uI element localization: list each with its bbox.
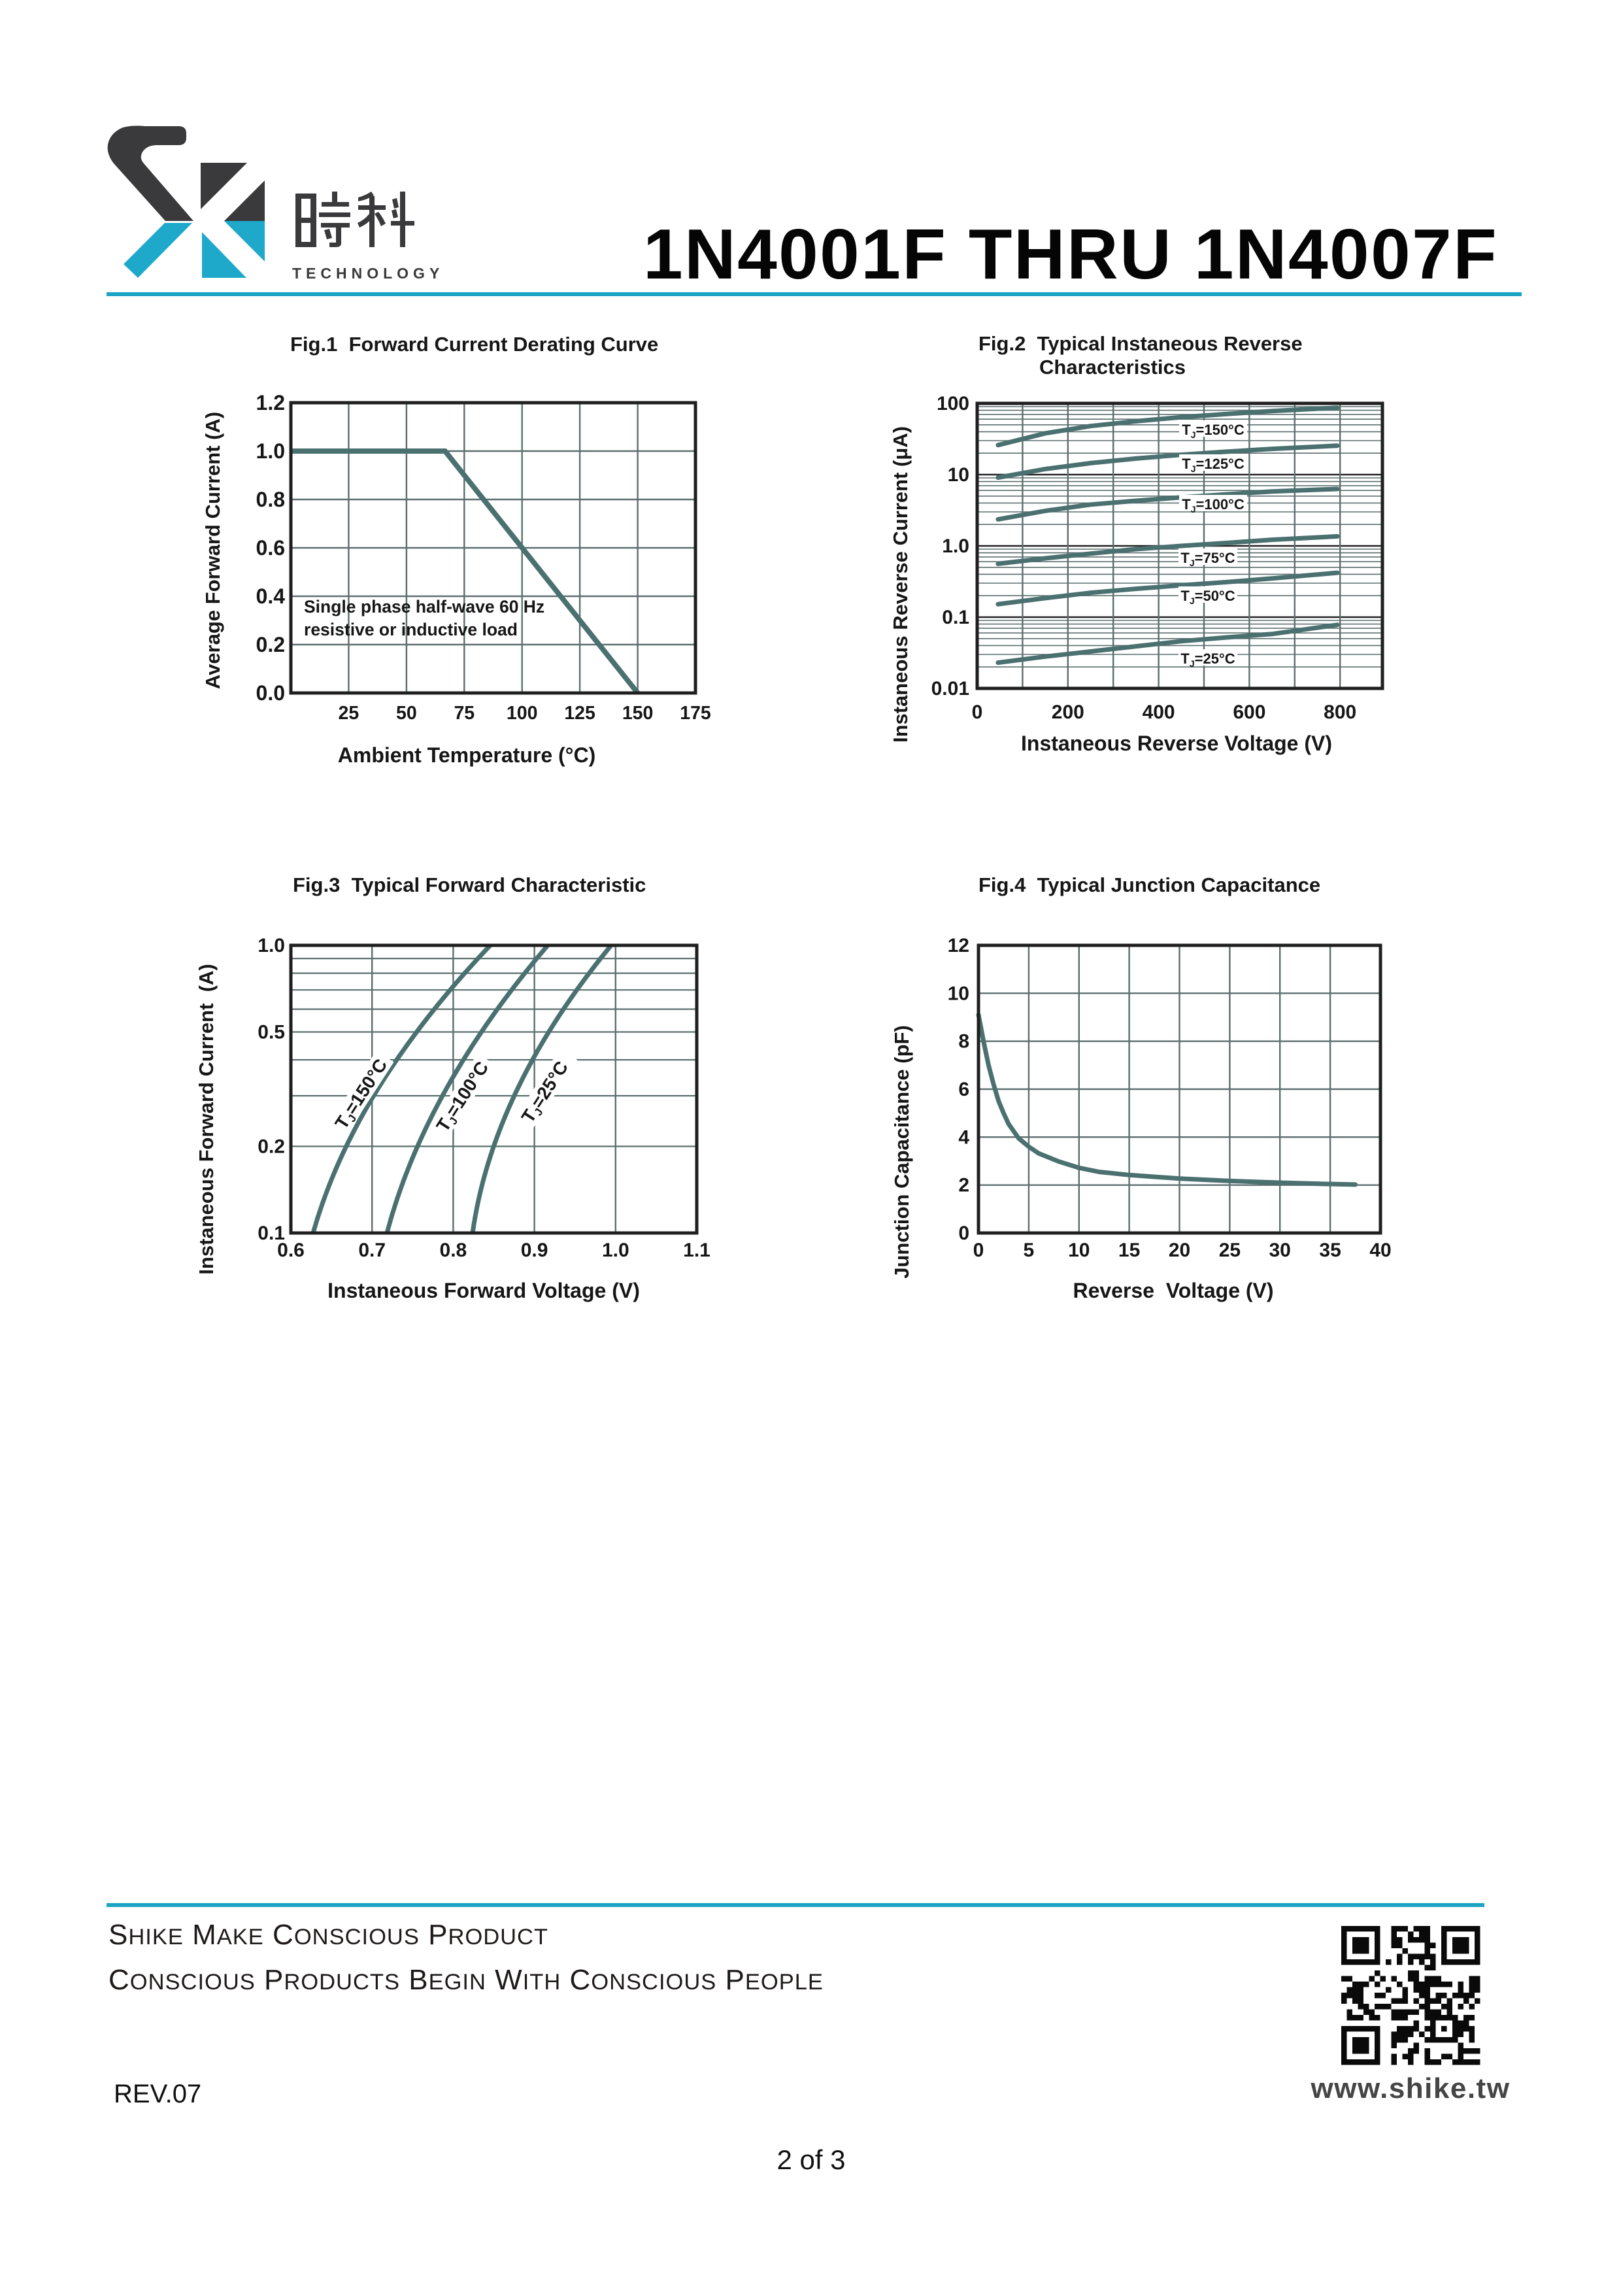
svg-text:100: 100	[937, 393, 969, 414]
svg-text:150: 150	[622, 703, 654, 724]
svg-text:0.8: 0.8	[256, 488, 285, 511]
svg-text:Instaneous Reverse Current (μA: Instaneous Reverse Current (μA)	[889, 426, 912, 743]
svg-text:0.7: 0.7	[358, 1240, 386, 1261]
svg-text:0.8: 0.8	[440, 1240, 467, 1261]
svg-text:100: 100	[507, 703, 538, 724]
svg-text:Instaneous Forward Current (A: Instaneous Forward Current (A)	[195, 964, 218, 1274]
svg-text:5: 5	[1024, 1240, 1035, 1261]
svg-text:TJ=50°C: TJ=50°C	[1180, 588, 1235, 606]
svg-text:2 of 3: 2 of 3	[777, 2144, 845, 2175]
svg-text:1.1: 1.1	[683, 1240, 710, 1261]
svg-text:0.6: 0.6	[277, 1240, 305, 1261]
svg-text:Fig.4 Typical Junction Capaci: Fig.4 Typical Junction Capacitance	[978, 873, 1320, 896]
svg-text:75: 75	[454, 703, 475, 724]
svg-text:25: 25	[1219, 1240, 1241, 1261]
svg-text:0.1: 0.1	[258, 1223, 285, 1244]
svg-text:0.2: 0.2	[256, 633, 285, 656]
svg-text:1.0: 1.0	[942, 535, 969, 557]
svg-text:15: 15	[1118, 1240, 1140, 1261]
svg-text:0.9: 0.9	[521, 1240, 548, 1261]
svg-text:125: 125	[564, 703, 595, 724]
svg-text:0.0: 0.0	[256, 681, 285, 705]
svg-text:Instaneous Reverse Voltage (V): Instaneous Reverse Voltage (V)	[1021, 732, 1332, 755]
svg-text:35: 35	[1319, 1240, 1341, 1261]
svg-text:Average Forward Current (A): Average Forward Current (A)	[201, 412, 224, 689]
svg-text:0.5: 0.5	[258, 1022, 285, 1043]
svg-text:Ambient Temperature (°C): Ambient Temperature (°C)	[338, 743, 595, 767]
svg-text:Fig.3 Typical Forward Charact: Fig.3 Typical Forward Characteristic	[293, 873, 646, 896]
svg-text:TJ=75°C: TJ=75°C	[1180, 550, 1235, 568]
svg-text:Junction Capacitance (pF): Junction Capacitance (pF)	[890, 1025, 913, 1279]
svg-text:TJ=25°C: TJ=25°C	[1180, 650, 1235, 669]
svg-text:1.2: 1.2	[256, 391, 285, 414]
svg-text:REV.07: REV.07	[114, 2080, 201, 2108]
svg-text:10: 10	[948, 464, 969, 486]
svg-text:25: 25	[339, 703, 359, 724]
svg-text:4: 4	[958, 1126, 969, 1148]
svg-text:0.1: 0.1	[942, 607, 969, 628]
svg-text:30: 30	[1269, 1240, 1291, 1261]
svg-text:800: 800	[1324, 701, 1356, 723]
svg-text:0: 0	[972, 701, 983, 723]
svg-text:Single phase half-wave 60 Hz: Single phase half-wave 60 Hz	[304, 597, 544, 616]
svg-text:0: 0	[973, 1240, 984, 1261]
svg-text:resistive or inductive load: resistive or inductive load	[304, 620, 518, 639]
svg-text:0: 0	[958, 1223, 969, 1244]
svg-text:10: 10	[948, 983, 969, 1004]
svg-text:1.0: 1.0	[256, 439, 285, 463]
svg-text:200: 200	[1052, 701, 1084, 723]
svg-text:Characteristics: Characteristics	[1039, 356, 1186, 379]
svg-text:CONSCIOUS PRODUCTS BEGIN WITH: CONSCIOUS PRODUCTS BEGIN WITH CONSCIOUS …	[109, 1964, 824, 1996]
svg-text:1.0: 1.0	[602, 1240, 629, 1261]
svg-text:400: 400	[1143, 701, 1175, 723]
svg-text:8: 8	[958, 1031, 969, 1053]
svg-text:50: 50	[396, 703, 417, 724]
svg-text:Reverse Voltage (V): Reverse Voltage (V)	[1073, 1279, 1273, 1302]
svg-text:0.6: 0.6	[256, 536, 285, 560]
svg-text:6: 6	[958, 1079, 969, 1100]
svg-text:175: 175	[680, 703, 711, 724]
svg-text:0.4: 0.4	[256, 584, 286, 608]
svg-text:0.01: 0.01	[931, 678, 969, 700]
svg-text:Fig.2 Typical Instaneous Reve: Fig.2 Typical Instaneous Reverse	[978, 332, 1303, 355]
svg-text:www.shike.tw: www.shike.tw	[1311, 2072, 1511, 2104]
svg-text:12: 12	[948, 935, 969, 956]
svg-text:40: 40	[1369, 1240, 1391, 1261]
svg-text:Fig.1 Forward Current Deratin: Fig.1 Forward Current Derating Curve	[290, 333, 658, 356]
svg-text:2: 2	[958, 1175, 969, 1196]
svg-text:600: 600	[1233, 701, 1265, 723]
svg-text:SHIKE MAKE CONSCIOUS PRODUCT: SHIKE MAKE CONSCIOUS PRODUCT	[109, 1919, 548, 1951]
svg-text:1.0: 1.0	[258, 935, 285, 956]
svg-text:TECHNOLOGY: TECHNOLOGY	[292, 265, 444, 282]
svg-text:20: 20	[1169, 1240, 1190, 1261]
svg-text:1N4001F THRU 1N4007F: 1N4001F THRU 1N4007F	[643, 214, 1498, 294]
svg-text:10: 10	[1068, 1240, 1090, 1261]
svg-text:Instaneous Forward Voltage (V): Instaneous Forward Voltage (V)	[327, 1279, 640, 1302]
svg-text:0.2: 0.2	[258, 1136, 285, 1158]
